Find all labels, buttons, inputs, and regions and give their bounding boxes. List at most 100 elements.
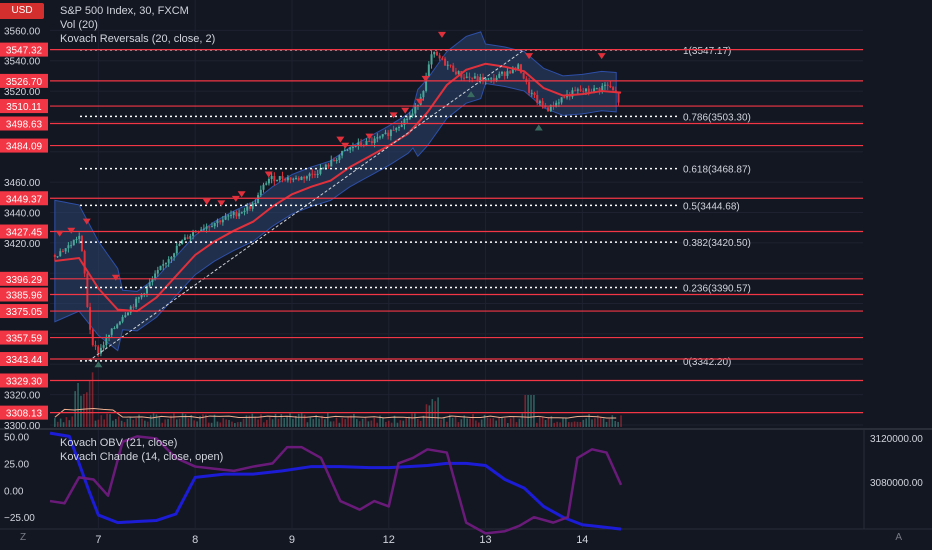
candle-body bbox=[435, 51, 438, 56]
volume-bar bbox=[332, 421, 335, 427]
candle-body bbox=[303, 176, 306, 179]
reversal-down-marker bbox=[341, 142, 350, 149]
fib-label: 1(3547.17) bbox=[683, 46, 731, 57]
candle-body bbox=[229, 214, 232, 216]
volume-bar bbox=[280, 414, 283, 427]
candle-body bbox=[463, 77, 466, 79]
level-label: 3396.29 bbox=[6, 275, 43, 286]
candle-body bbox=[379, 136, 382, 138]
candle-body bbox=[276, 180, 279, 182]
volume-bar bbox=[457, 422, 460, 427]
volume-bar bbox=[408, 416, 410, 427]
volume-bar bbox=[562, 418, 564, 427]
volume-bar bbox=[588, 414, 590, 427]
volume-bar bbox=[608, 418, 611, 427]
level-label: 3308.13 bbox=[6, 409, 43, 420]
volume-ma-line bbox=[54, 408, 617, 419]
candle-body bbox=[511, 67, 514, 74]
volume-bar bbox=[501, 417, 503, 427]
candle-body bbox=[438, 55, 441, 59]
volume-bar bbox=[184, 414, 187, 427]
candle-body bbox=[519, 64, 522, 73]
kovach-reversals-label[interactable]: Kovach Reversals (20, close, 2) bbox=[60, 33, 216, 45]
candle-body bbox=[110, 328, 113, 335]
candle-body bbox=[216, 220, 219, 224]
volume-bar bbox=[358, 421, 361, 427]
kovach-obv-label[interactable]: Kovach OBV (21, close) bbox=[60, 437, 178, 449]
candle-body bbox=[541, 101, 544, 106]
sub-right-tick-label: 3120000.00 bbox=[870, 434, 923, 445]
level-label-box bbox=[0, 405, 48, 420]
candle-body bbox=[332, 159, 335, 161]
level-label-box bbox=[0, 287, 48, 302]
candle-body bbox=[465, 76, 468, 78]
auto-scale-button[interactable]: A bbox=[895, 532, 902, 543]
candle-body bbox=[265, 183, 268, 185]
candle-body bbox=[89, 306, 92, 330]
candle-body bbox=[381, 134, 384, 137]
candle-body bbox=[330, 159, 333, 167]
level-label: 3510.11 bbox=[6, 102, 42, 113]
currency-badge[interactable]: USD bbox=[0, 3, 44, 19]
candle-body bbox=[574, 90, 577, 92]
volume-bar bbox=[300, 413, 303, 427]
volume-bar bbox=[207, 422, 210, 427]
volume-bar bbox=[149, 415, 152, 427]
fib-label: 0.5(3444.68) bbox=[683, 201, 740, 212]
symbol-title[interactable]: S&P 500 Index, 30, FXCM bbox=[60, 5, 189, 17]
candle-body bbox=[416, 104, 419, 106]
volume-bar bbox=[54, 418, 56, 427]
candle-body bbox=[490, 78, 493, 80]
candle-body bbox=[132, 306, 135, 308]
volume-bar bbox=[88, 380, 91, 427]
price-axis[interactable]: 3300.00 3320.00 3420.00 3440.00 3460.00 3520.… bbox=[4, 26, 41, 432]
candle-body bbox=[78, 235, 81, 240]
reversal-down-marker bbox=[202, 198, 211, 205]
candle-body bbox=[468, 76, 471, 78]
time-tick-label: 13 bbox=[479, 534, 491, 546]
candle-body bbox=[338, 155, 341, 161]
currency-label: USD bbox=[11, 5, 33, 16]
candle-body bbox=[557, 102, 560, 104]
candle-body bbox=[487, 78, 490, 80]
volume-bar bbox=[144, 420, 146, 427]
timezone-button[interactable]: Z bbox=[20, 532, 27, 543]
volume-bar bbox=[161, 422, 164, 427]
candle-body bbox=[200, 229, 203, 232]
volume-bar bbox=[205, 414, 207, 427]
candle-body bbox=[278, 176, 281, 181]
volume-bar bbox=[117, 416, 120, 427]
candle-body bbox=[305, 176, 308, 179]
candle-body bbox=[560, 97, 563, 103]
volume-bar bbox=[178, 418, 181, 427]
candle-body bbox=[124, 315, 127, 318]
volume-bar bbox=[286, 416, 288, 427]
candle-body bbox=[221, 219, 224, 223]
volume-bar bbox=[393, 415, 396, 427]
candle-body bbox=[549, 105, 552, 112]
volume-bar bbox=[225, 419, 227, 427]
candle-body bbox=[170, 256, 173, 260]
volume-bar bbox=[283, 418, 286, 427]
candle-body bbox=[517, 64, 520, 70]
volume-indicator-label[interactable]: Vol (20) bbox=[60, 19, 98, 31]
volume-bar bbox=[451, 417, 454, 427]
candle-body bbox=[300, 176, 303, 181]
level-label: 3449.37 bbox=[6, 194, 43, 205]
reversal-down-marker bbox=[82, 218, 91, 225]
time-tick-label: 12 bbox=[383, 534, 395, 546]
candle-body bbox=[183, 237, 186, 241]
level-label-box bbox=[0, 191, 48, 206]
volume-bar bbox=[338, 422, 341, 427]
kovach-chande-label[interactable]: Kovach Chande (14, close, open) bbox=[60, 451, 224, 463]
candle-body bbox=[473, 76, 476, 79]
volume-bar bbox=[292, 418, 294, 427]
volume-bar bbox=[231, 421, 233, 427]
candle-body bbox=[555, 102, 558, 107]
volume-bar bbox=[506, 422, 509, 427]
candle-body bbox=[116, 324, 119, 328]
time-axis[interactable]: 7 8 9 12 13 14 bbox=[95, 534, 588, 546]
volume-bar bbox=[85, 392, 88, 427]
horizontal-levels[interactable]: 3547.32 3526.70 3510.11 3498.63 3484.09 3449.… bbox=[0, 42, 863, 420]
